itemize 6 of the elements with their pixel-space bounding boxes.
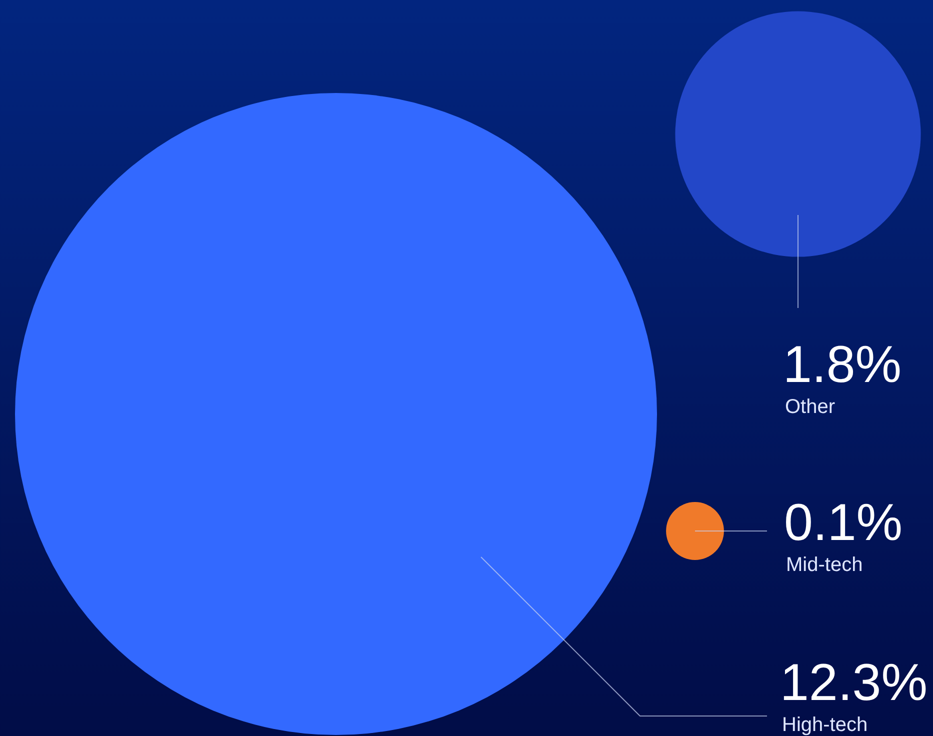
- category-label: High-tech: [782, 714, 868, 736]
- data-label: 0.1%: [784, 494, 903, 552]
- data-label: 12.3%: [780, 654, 928, 712]
- category-label: Other: [785, 396, 836, 418]
- category-label: Mid-tech: [786, 554, 863, 576]
- data-label: 1.8%: [783, 336, 902, 394]
